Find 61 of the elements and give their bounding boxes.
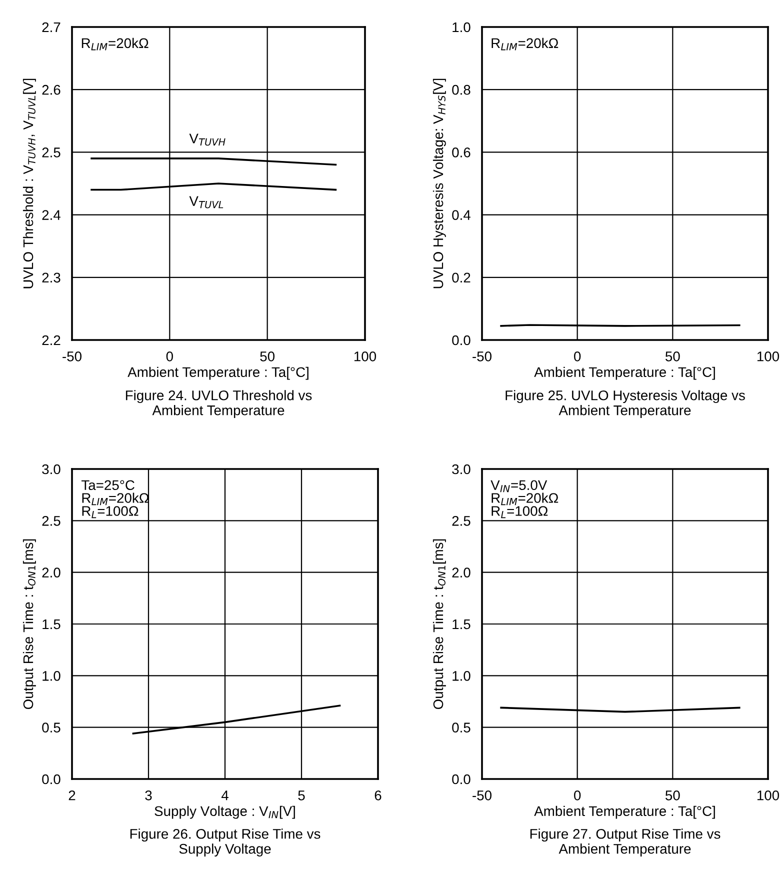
caption: Figure 27. Output Rise Time vs Ambient Temperature bbox=[530, 828, 720, 857]
x-tick-label: 50 bbox=[666, 790, 680, 800]
x-tick-label: 4 bbox=[221, 790, 228, 800]
text: Ta=25°C R$_{LIM}$=20kΩ R$_{L}$=100Ω bbox=[81, 480, 149, 518]
y-axis-title: Output Rise Time : t$_{ON1}$[ms] bbox=[22, 539, 36, 710]
y-tick-label: 2.7 bbox=[42, 22, 60, 32]
y-tick-label: 1.0 bbox=[452, 671, 470, 681]
y-tick-label: 0.8 bbox=[452, 84, 470, 95]
series-label: V$_{TUVH}$ bbox=[189, 134, 226, 146]
x-tick-label: 0 bbox=[574, 790, 581, 800]
y-tick-label: 2.5 bbox=[42, 148, 60, 158]
y-tick-label: 2.4 bbox=[42, 210, 60, 220]
x-axis-title: Ambient Temperature : Ta[°C] bbox=[534, 366, 715, 380]
y-tick-label: 0.2 bbox=[452, 272, 470, 283]
y-tick-label: 2.2 bbox=[42, 335, 60, 346]
annotation: R$_{LIM}$=20kΩ bbox=[82, 38, 148, 50]
x-tick-label: -50 bbox=[62, 351, 82, 362]
y-tick-label: 1.0 bbox=[42, 671, 60, 681]
y-tick-label: 2.5 bbox=[452, 516, 470, 526]
y-tick-label: 2.0 bbox=[452, 568, 470, 578]
text: V$_{IN}$=5.0V R$_{LIM}$=20kΩ R$_{L}$=100Ω bbox=[490, 480, 558, 518]
x-tick-label: 50 bbox=[260, 351, 275, 362]
y-tick-label: 2.6 bbox=[42, 84, 60, 95]
y-tick-label: 0.0 bbox=[452, 774, 470, 784]
series-label: V$_{TUVL}$ bbox=[189, 196, 224, 208]
x-axis-title: Ambient Temperature : Ta[°C] bbox=[128, 366, 308, 380]
x-axis-title: Ambient Temperature : Ta[°C] bbox=[534, 806, 715, 819]
x-tick-label: -50 bbox=[472, 790, 492, 800]
x-tick-label: 6 bbox=[374, 790, 382, 800]
x-tick-label: 0 bbox=[166, 351, 173, 362]
y-axis-title: UVLO Hysteresis Voltage: V$_{HYS}$[V] bbox=[432, 78, 446, 288]
y-tick-label: 0.4 bbox=[452, 210, 470, 220]
x-tick-label: 50 bbox=[666, 351, 680, 362]
y-axis-title: UVLO Threshold : V$_{TUVH}$, V$_{TUVL}$[V] bbox=[22, 78, 36, 288]
x-tick-label: 5 bbox=[298, 790, 305, 800]
caption: Figure 26. Output Rise Time vs Supply Voltage bbox=[130, 828, 320, 857]
x-axis-title: Supply Voltage : V$_{IN}$[V] bbox=[154, 806, 295, 819]
y-tick-label: 0.0 bbox=[42, 774, 60, 784]
y-tick-label: 1.5 bbox=[42, 619, 60, 630]
caption: Figure 24. UVLO Threshold vs Ambient Temperature bbox=[126, 390, 312, 418]
y-tick-label: 2.0 bbox=[42, 568, 60, 578]
y-tick-label: 1.0 bbox=[452, 22, 470, 32]
x-tick-label: 3 bbox=[145, 790, 152, 800]
x-tick-label: 100 bbox=[757, 351, 780, 362]
x-tick-label: 2 bbox=[68, 790, 76, 800]
y-tick-label: 1.5 bbox=[452, 619, 470, 630]
x-tick-label: -50 bbox=[472, 351, 492, 362]
y-tick-label: 0.6 bbox=[452, 148, 470, 158]
y-tick-label: 0.5 bbox=[452, 722, 470, 733]
x-tick-label: 0 bbox=[574, 351, 581, 362]
y-tick-label: 0.0 bbox=[452, 335, 470, 346]
y-tick-label: 2.3 bbox=[42, 272, 60, 283]
y-tick-label: 3.0 bbox=[452, 464, 470, 474]
y-tick-label: 2.5 bbox=[42, 516, 60, 526]
y-tick-label: 3.0 bbox=[42, 464, 60, 474]
caption: Figure 25. UVLO Hysteresis Voltage vs Ambient Temperature bbox=[506, 390, 745, 418]
x-tick-label: 100 bbox=[757, 790, 780, 800]
x-tick-label: 100 bbox=[354, 351, 376, 362]
y-axis-title: Output Rise Time : t$_{ON1}$[ms] bbox=[432, 539, 446, 710]
annotation: R$_{LIM}$=20kΩ bbox=[492, 38, 558, 50]
y-tick-label: 0.5 bbox=[42, 722, 60, 733]
